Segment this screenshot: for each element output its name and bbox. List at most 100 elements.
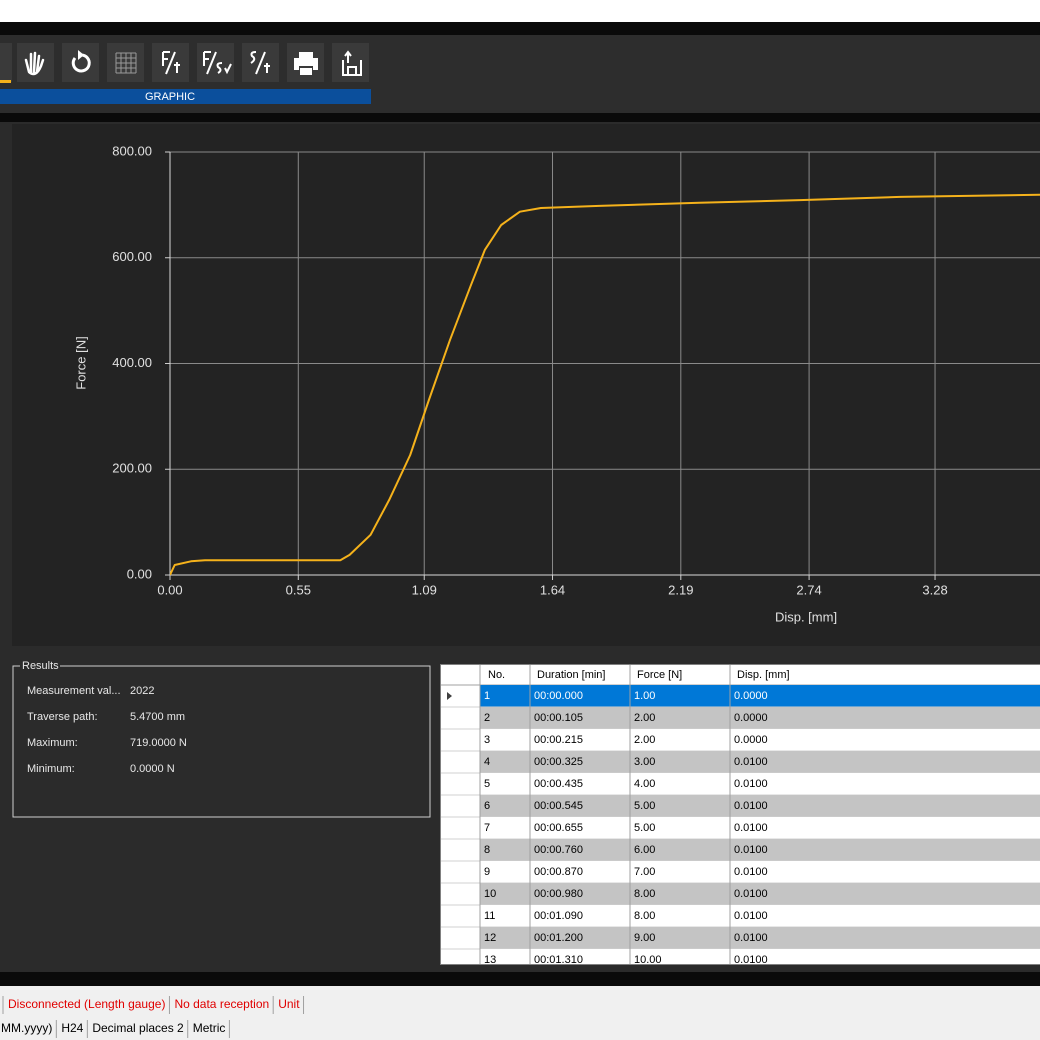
table-row (480, 883, 1040, 905)
result-value: 719.0000 N (130, 737, 187, 749)
table-cell: 0.0100 (734, 756, 768, 768)
export-button[interactable] (332, 43, 369, 82)
table-cell: 9 (484, 866, 490, 878)
export-icon (342, 50, 362, 76)
result-label: Minimum: (27, 763, 75, 775)
table-cell: 00:00.870 (534, 866, 583, 878)
table-cell: 12 (484, 932, 496, 944)
section-label: GRAPHIC (145, 91, 195, 103)
table-cell: 0.0100 (734, 866, 768, 878)
status: Disconnected (Length gauge) No data recep… (1, 996, 305, 1038)
title-strip (0, 0, 1040, 22)
table-row (480, 817, 1040, 839)
table-row (480, 861, 1040, 883)
table-cell: 3 (484, 734, 490, 746)
force-disp-icon (203, 51, 232, 75)
table-cell: 1 (484, 690, 490, 702)
table-cell: 8 (484, 844, 490, 856)
data-line (170, 193, 1040, 576)
table-row (480, 927, 1040, 949)
column-header: No. (488, 669, 505, 681)
status-item: Unit (278, 997, 300, 1011)
table-cell: 0.0100 (734, 822, 768, 834)
table-row (480, 905, 1040, 927)
table-cell: 00:01.090 (534, 910, 583, 922)
result-value: 2022 (130, 685, 154, 697)
print-icon (294, 52, 318, 75)
table-cell: 0.0000 (734, 734, 768, 746)
table-cell: 00:00.545 (534, 800, 583, 812)
table-cell: 0.0100 (734, 844, 768, 856)
table-cell: 00:01.200 (534, 932, 583, 944)
results-box (12, 665, 431, 818)
table-cell: 0.0100 (734, 778, 768, 790)
x-tick-label: 2.74 (796, 582, 821, 597)
table-cell: 2.00 (634, 734, 655, 746)
top-border (0, 22, 1040, 35)
bottom-border (0, 972, 1040, 986)
section-bar (0, 89, 371, 104)
reset-icon (71, 53, 91, 73)
reset-arrow (78, 50, 84, 60)
table-row (480, 773, 1040, 795)
table-cell: 7.00 (634, 866, 655, 878)
y-tick-label: 800.00 (112, 143, 152, 158)
reset-button[interactable] (62, 43, 99, 82)
table-cell: 2 (484, 712, 490, 724)
table-cell: 00:00.000 (534, 690, 583, 702)
table-cell: 0.0000 (734, 690, 768, 702)
table-cell: 2.00 (634, 712, 655, 724)
results-title: Results (22, 660, 59, 672)
data-table: No. Duration [min] Force [N] Disp. [mm] 1 00:… (440, 664, 1040, 966)
table-row (480, 795, 1040, 817)
table-cell: 4 (484, 756, 490, 768)
results: Measurement val... 2022 Traverse path: 5.47… (27, 685, 187, 775)
table-cell: 00:00.980 (534, 888, 583, 900)
x-tick-label: 0.55 (286, 582, 311, 597)
table-cell: 0.0100 (734, 888, 768, 900)
y-axis-label: Force [N] (73, 336, 88, 389)
chart: 0.00 200.00 400.00 600.00 800.00 0.00 0.55 1.09… (73, 143, 1040, 624)
table-cell: 00:00.760 (534, 844, 583, 856)
result-value: 5.4700 mm (130, 711, 185, 723)
table-cell: 0.0100 (734, 910, 768, 922)
status-item: No data reception (174, 997, 269, 1011)
table-cell: 8.00 (634, 888, 655, 900)
table-cell: 00:00.325 (534, 756, 583, 768)
table-cell: 0.0100 (734, 954, 768, 966)
table-row (480, 685, 1040, 707)
status-bar (0, 986, 1040, 1040)
column-header: Disp. [mm] (737, 669, 790, 681)
chart-panel (12, 124, 1040, 646)
row-indicator (447, 692, 452, 700)
status-item: Disconnected (Length gauge) (8, 997, 165, 1011)
table-cell: 0.0000 (734, 712, 768, 724)
disp-time-icon (250, 51, 270, 75)
table-cell: 00:00.215 (534, 734, 583, 746)
table-cell: 11 (484, 910, 495, 922)
table-cell: 13 (484, 954, 496, 966)
column-header: Force [N] (637, 669, 682, 681)
x-axis-label: Disp. [mm] (775, 609, 837, 624)
active-indicator (0, 80, 11, 83)
table-cell: 8.00 (634, 910, 655, 922)
table-cell: 6.00 (634, 844, 655, 856)
force-disp-button[interactable] (197, 43, 234, 82)
column-header: Duration [min] (537, 669, 605, 681)
table-cell: 1.00 (634, 690, 655, 702)
status-item: Decimal places 2 (92, 1021, 184, 1035)
status-item: MM.yyyy) (1, 1021, 52, 1035)
table-cell: 00:00.655 (534, 822, 583, 834)
y-tick-label: 0.00 (127, 566, 152, 581)
table-cell: 00:01.310 (534, 954, 583, 966)
table-cell: 5.00 (634, 800, 655, 812)
table-cell: 6 (484, 800, 490, 812)
table-row (480, 729, 1040, 751)
table-border (440, 664, 1040, 965)
status-item: H24 (61, 1021, 83, 1035)
table-cell: 9.00 (634, 932, 655, 944)
zoom-button[interactable] (0, 43, 12, 82)
x-tick-label: 1.64 (540, 582, 565, 597)
